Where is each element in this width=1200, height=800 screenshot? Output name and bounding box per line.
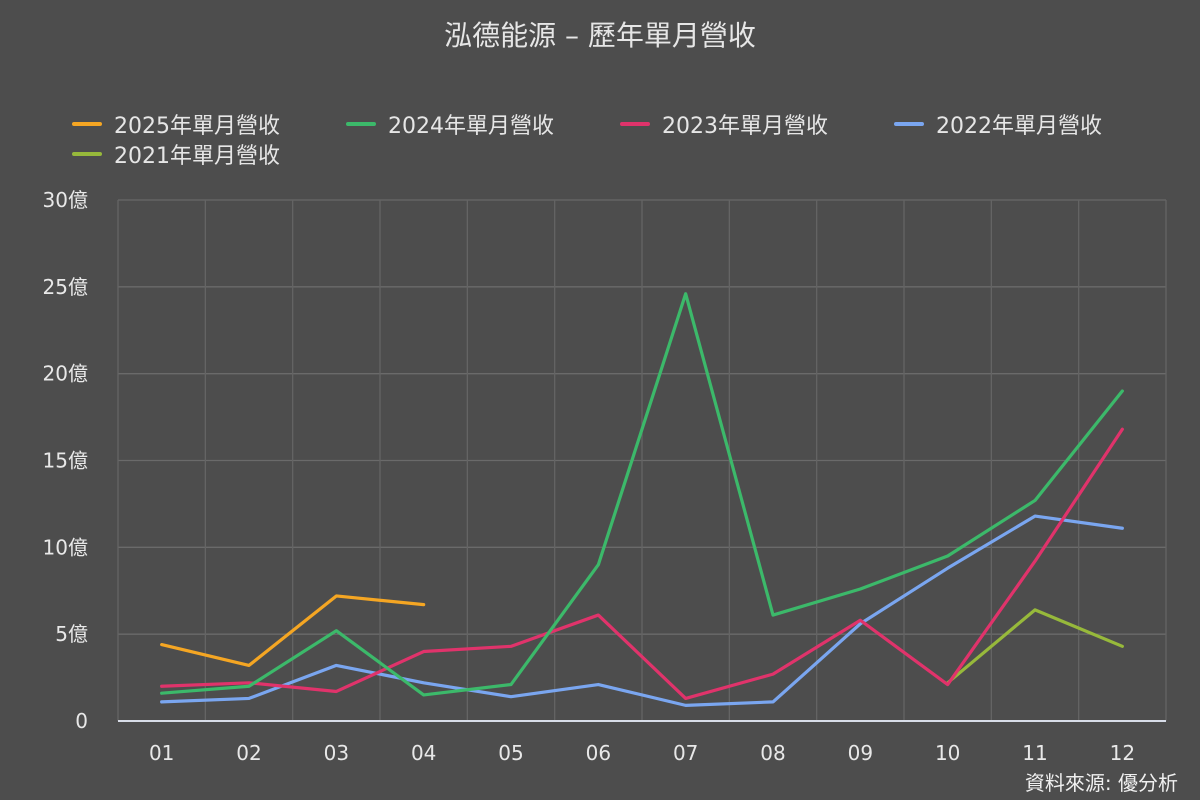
legend-item[interactable]: 2024年單月營收	[346, 108, 554, 140]
x-tick-label: 09	[848, 741, 873, 765]
x-tick-label: 11	[1022, 741, 1047, 765]
legend-swatch	[894, 122, 924, 126]
x-tick-label: 03	[324, 741, 349, 765]
legend-item[interactable]: 2025年單月營收	[72, 108, 280, 140]
y-tick-label: 0	[75, 709, 88, 733]
x-tick-label: 05	[498, 741, 523, 765]
legend-swatch	[620, 122, 650, 126]
y-tick-label: 5億	[55, 622, 88, 646]
legend-label: 2023年單月營收	[662, 114, 828, 139]
legend-swatch	[72, 122, 102, 126]
x-tick-label: 08	[760, 741, 785, 765]
legend-swatch	[346, 122, 376, 126]
x-tick-label: 07	[673, 741, 698, 765]
x-tick-label: 01	[149, 741, 174, 765]
legend-item[interactable]: 2021年單月營收	[72, 138, 280, 170]
legend-item[interactable]: 2022年單月營收	[894, 108, 1102, 140]
legend-label: 2024年單月營收	[388, 114, 554, 139]
y-tick-label: 20億	[43, 362, 88, 386]
x-tick-label: 12	[1110, 741, 1135, 765]
series-line	[160, 292, 1124, 697]
chart-title: 泓德能源 – 歷年單月營收	[444, 19, 756, 52]
series-line	[160, 594, 426, 668]
source-note: 資料來源: 優分析	[1024, 771, 1178, 795]
legend-label: 2022年單月營收	[936, 114, 1102, 139]
series-line	[160, 514, 1124, 707]
y-tick-label: 25億	[43, 275, 88, 299]
x-tick-label: 06	[586, 741, 611, 765]
legend-item[interactable]: 2023年單月營收	[620, 108, 828, 140]
x-tick-label: 02	[236, 741, 261, 765]
legend-label: 2025年單月營收	[114, 114, 280, 139]
series-line	[160, 427, 1124, 701]
legend-label: 2021年單月營收	[114, 144, 280, 169]
x-tick-label: 10	[935, 741, 960, 765]
legend-swatch	[72, 152, 102, 156]
y-tick-label: 30億	[43, 188, 88, 212]
y-tick-label: 10億	[43, 535, 88, 559]
y-tick-label: 15億	[43, 449, 88, 473]
x-tick-label: 04	[411, 741, 436, 765]
